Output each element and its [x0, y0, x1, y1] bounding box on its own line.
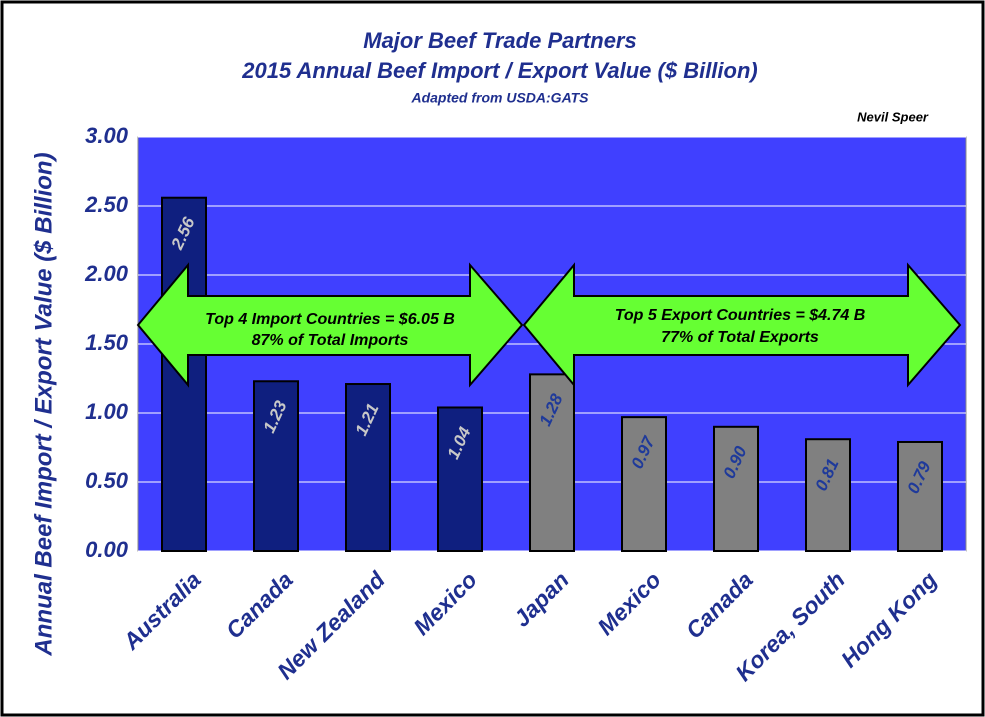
y-tick-label: 1.50: [85, 330, 129, 355]
export-arrow: [522, 262, 962, 388]
bar: [621, 416, 667, 553]
bar: [897, 440, 943, 553]
author: Nevil Speer: [857, 109, 929, 124]
y-tick-label: 2.00: [84, 261, 129, 286]
chart-subtitle: Adapted from USDA:GATS: [410, 90, 589, 106]
bar: [253, 380, 299, 553]
y-tick-label: 0.00: [85, 537, 129, 562]
bar: [805, 438, 851, 552]
chart-title: Major Beef Trade Partners: [363, 28, 636, 53]
annotation: Top 5 Export Countries = $4.74 B: [615, 307, 866, 324]
import-arrow: [136, 262, 524, 388]
bar: [713, 425, 759, 552]
bar: [345, 383, 391, 552]
annotation: Top 4 Import Countries = $6.05 B: [205, 311, 455, 328]
annotations: Top 4 Import Countries = $6.05 B 87% of …: [136, 262, 962, 388]
annotation: 77% of Total Exports: [661, 329, 819, 346]
y-tick-label: 1.00: [85, 399, 129, 424]
y-axis-label: Annual Beef Import / Export Value ($ Bil…: [30, 152, 57, 656]
y-tick-label: 3.00: [85, 123, 129, 148]
y-tick-label: 2.50: [84, 192, 129, 217]
bar: [529, 373, 575, 552]
y-tick-label: 0.50: [85, 468, 129, 493]
annotation: 87% of Total Imports: [252, 332, 409, 349]
bar: [437, 406, 483, 553]
chart-title: 2015 Annual Beef Import / Export Value (…: [241, 58, 757, 83]
